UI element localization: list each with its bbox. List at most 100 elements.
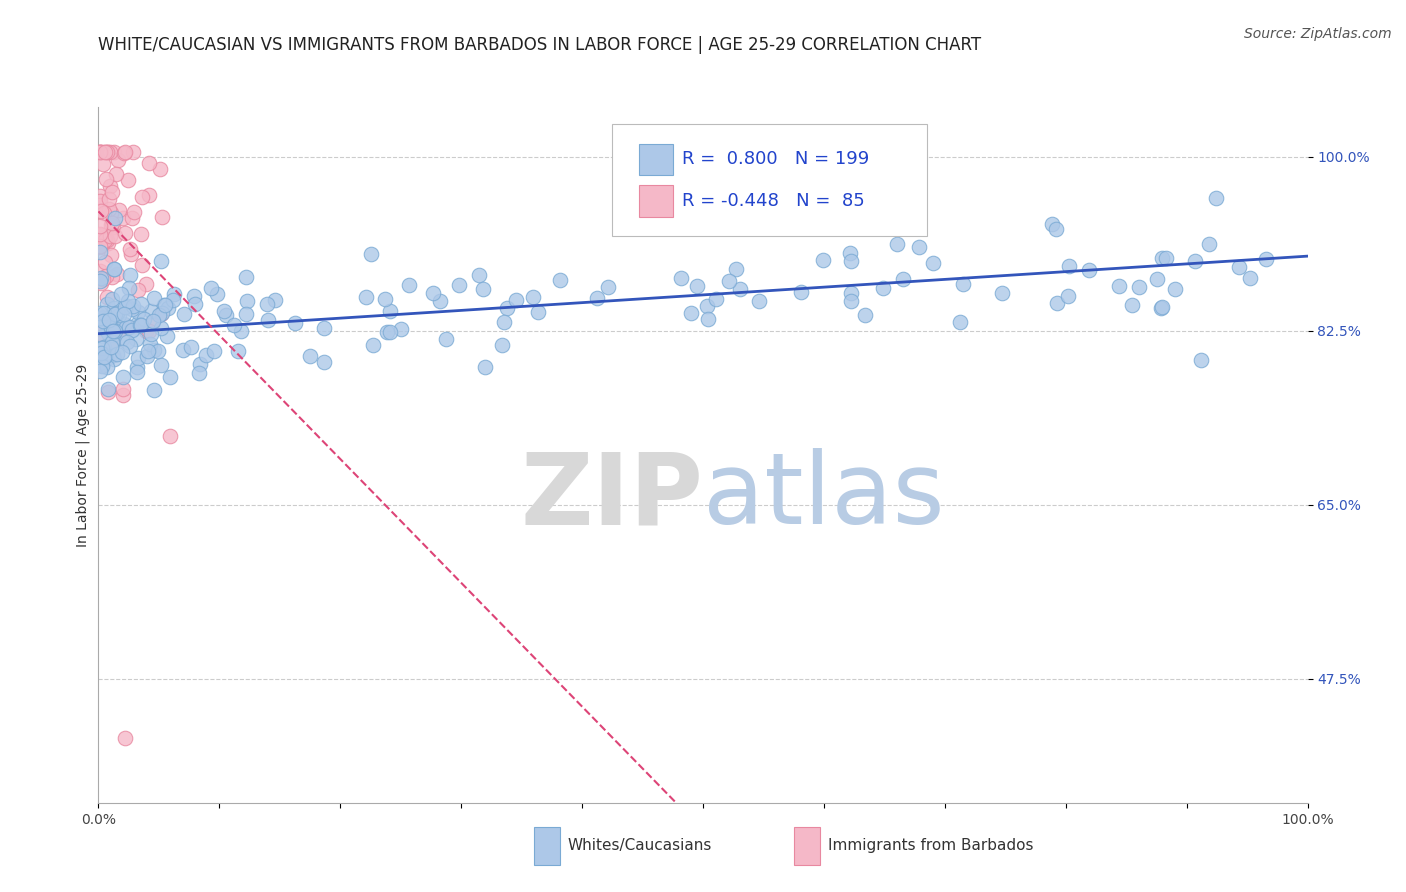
Point [527,305,550,319]
Point [89,194,111,209]
Point [98,312,121,326]
Point [89,145,111,159]
Point [94,233,117,247]
Point [114,227,136,241]
Bar [534,827,561,865]
Point [117,173,139,187]
Point [91,311,114,326]
Point [1152,301,1174,315]
Text: WHITE/CAUCASIAN VS IMMIGRANTS FROM BARBADOS IN LABOR FORCE | AGE 25-29 CORRELATI: WHITE/CAUCASIAN VS IMMIGRANTS FROM BARBA… [98,36,981,54]
Point [841,253,863,268]
Point [94,347,117,361]
Point [122,299,145,313]
Point [811,253,834,268]
Point [449,278,471,293]
Point [202,343,225,358]
Point [1184,254,1206,268]
Point [215,308,238,322]
Point [172,343,194,357]
Point [89,245,111,260]
Point [91,328,114,343]
Point [89,274,111,288]
Point [200,280,222,294]
Point [141,326,163,341]
Point [129,227,152,241]
Point [101,292,124,306]
Point [118,339,141,353]
Point [117,319,139,334]
Point [121,145,143,159]
Point [138,324,160,338]
Point [153,298,176,312]
Point [111,344,134,359]
Point [378,304,401,318]
Point [853,308,876,322]
Point [107,318,129,332]
Point [118,320,141,334]
Point [142,291,165,305]
Point [103,145,125,159]
Point [105,347,128,361]
Point [141,313,163,327]
Point [264,293,287,307]
Point [1152,251,1174,265]
Point [90,359,112,373]
Point [96,145,118,159]
Point [146,343,169,358]
Y-axis label: In Labor Force | Age 25-29: In Labor Force | Age 25-29 [76,363,90,547]
Point [838,245,860,260]
Point [138,156,160,170]
Point [1045,222,1067,236]
Point [150,306,173,320]
Point [89,306,111,320]
Point [125,365,148,379]
Point [952,277,974,292]
Point [474,359,496,374]
Point [91,157,114,171]
Point [163,287,186,301]
Point [314,355,336,369]
Point [114,300,136,314]
Point [131,318,153,333]
Point [98,229,121,244]
Point [696,299,718,313]
Point [188,366,211,380]
Point [89,188,111,202]
Point [101,348,124,362]
Point [90,341,112,355]
Point [150,253,173,268]
Point [112,307,135,321]
Point [89,264,111,278]
Point [111,333,134,347]
Point [1040,217,1063,231]
Point [235,269,257,284]
Point [110,287,132,301]
Point [205,286,228,301]
Point [1256,252,1278,267]
Point [97,310,120,325]
Point [495,301,517,315]
Point [105,306,128,320]
Point [96,233,118,247]
Point [89,317,111,331]
Point [96,145,118,159]
Point [839,293,862,308]
Point [1121,297,1143,311]
Point [94,349,117,363]
Point [90,271,112,285]
Point [108,322,131,336]
Point [97,326,120,340]
Point [184,297,207,311]
Point [491,337,513,351]
Point [94,318,117,332]
Point [1150,301,1173,316]
Point [94,230,117,244]
Point [159,429,181,443]
Point [90,204,112,219]
Text: ZIP: ZIP [520,448,703,545]
Text: atlas: atlas [703,448,945,545]
Point [704,292,727,306]
Point [134,312,156,326]
Point [152,298,174,312]
Point [101,185,124,199]
